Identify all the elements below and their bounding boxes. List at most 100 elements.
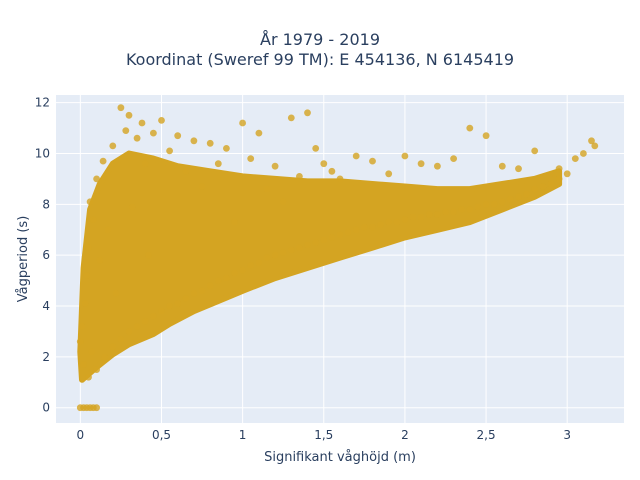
data-point <box>117 104 125 112</box>
data-point <box>539 183 547 190</box>
data-point <box>515 165 522 173</box>
data-point <box>434 162 441 170</box>
data-point <box>531 147 539 155</box>
data-point <box>141 317 149 325</box>
y-tick-label: 6 <box>42 248 50 262</box>
data-point <box>523 190 530 198</box>
data-point <box>174 132 182 140</box>
x-tick-label: 1 <box>239 428 247 442</box>
data-point <box>555 165 563 173</box>
data-point <box>166 147 174 155</box>
data-point <box>320 160 328 168</box>
data-point <box>498 162 506 170</box>
data-point <box>287 114 295 122</box>
data-point <box>279 249 287 256</box>
x-axis-label: Signifikant våghöjd (m) <box>264 450 416 465</box>
x-tick-label: 0 <box>77 428 85 442</box>
chart-subtitle: Koordinat (Sweref 99 TM): E 454136, N 61… <box>125 50 515 69</box>
data-point <box>101 353 109 361</box>
data-point <box>255 129 263 137</box>
data-point <box>393 218 401 226</box>
x-tick-label: 1,5 <box>314 428 333 442</box>
data-point <box>174 300 182 307</box>
data-point <box>138 119 146 127</box>
data-point <box>89 216 97 224</box>
data-point <box>458 206 466 213</box>
data-point <box>304 241 311 249</box>
data-point <box>247 155 255 163</box>
data-point <box>125 328 133 335</box>
data-point <box>401 152 409 160</box>
data-point <box>442 208 449 216</box>
data-point <box>255 259 263 267</box>
data-point <box>223 274 230 282</box>
data-point <box>417 213 425 221</box>
data-point <box>247 262 255 269</box>
data-point <box>214 277 222 284</box>
data-point <box>76 338 84 345</box>
y-tick-label: 4 <box>42 299 50 313</box>
x-tick-label: 0,5 <box>152 428 171 442</box>
data-point <box>377 221 384 229</box>
data-point <box>320 236 328 244</box>
data-point <box>287 246 295 254</box>
x-tick-label: 2,5 <box>477 428 496 442</box>
y-tick-label: 0 <box>42 401 50 415</box>
data-point <box>498 198 506 206</box>
x-tick-label: 2 <box>401 428 409 442</box>
data-point <box>490 200 498 208</box>
data-point <box>328 234 336 241</box>
data-point <box>312 145 320 152</box>
data-point <box>482 132 490 140</box>
data-point <box>369 223 376 231</box>
data-point <box>352 226 360 234</box>
data-point <box>482 200 490 208</box>
data-point <box>591 142 599 150</box>
data-point <box>296 244 303 252</box>
data-point <box>279 198 287 206</box>
chart-title: År 1979 - 2019 <box>260 30 380 49</box>
data-point <box>96 256 104 264</box>
data-point <box>158 117 165 124</box>
y-tick-label: 12 <box>35 96 50 110</box>
data-point <box>85 373 92 381</box>
data-point <box>369 157 376 165</box>
data-point <box>563 170 571 178</box>
data-point <box>133 323 141 330</box>
data-point <box>344 228 352 236</box>
y-tick-label: 8 <box>42 197 50 211</box>
data-point <box>81 300 89 307</box>
data-point <box>239 119 247 127</box>
data-point <box>231 218 238 226</box>
y-tick-label: 2 <box>42 350 50 364</box>
data-point <box>263 254 271 262</box>
data-point <box>109 142 117 150</box>
data-point <box>182 295 190 302</box>
data-point <box>93 175 100 183</box>
data-point <box>214 160 222 168</box>
data-point <box>85 244 92 252</box>
data-point <box>450 155 457 163</box>
data-point <box>128 203 136 211</box>
data-point <box>80 361 87 368</box>
data-point <box>198 287 206 295</box>
data-point <box>271 251 279 259</box>
data-point <box>312 239 320 246</box>
data-point <box>474 203 482 211</box>
data-point <box>198 183 206 190</box>
data-point <box>555 175 563 183</box>
data-point <box>231 269 238 277</box>
data-point <box>190 137 198 145</box>
data-point <box>125 111 133 119</box>
data-point <box>150 129 157 137</box>
data-point <box>580 150 587 157</box>
data-point <box>141 160 149 168</box>
data-point <box>571 155 579 163</box>
data-point <box>450 208 457 216</box>
data-point <box>93 404 100 412</box>
data-point <box>263 185 271 193</box>
data-point <box>417 160 425 168</box>
data-point <box>112 289 120 297</box>
data-point <box>223 145 230 152</box>
